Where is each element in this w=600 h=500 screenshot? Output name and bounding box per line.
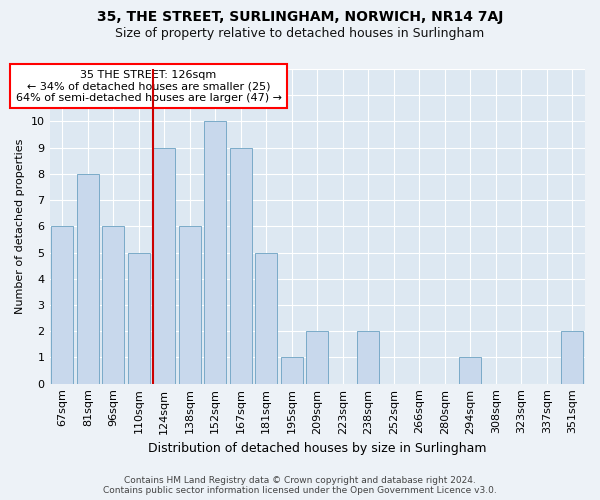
Bar [154,148,175,384]
Text: Size of property relative to detached houses in Surlingham: Size of property relative to detached ho… [115,28,485,40]
Y-axis label: Number of detached properties: Number of detached properties [15,138,25,314]
Text: 35, THE STREET, SURLINGHAM, NORWICH, NR14 7AJ: 35, THE STREET, SURLINGHAM, NORWICH, NR1… [97,10,503,24]
Bar [307,331,328,384]
Bar [103,226,124,384]
Bar [52,226,73,384]
Bar [205,122,226,384]
Text: 35 THE STREET: 126sqm
← 34% of detached houses are smaller (25)
64% of semi-deta: 35 THE STREET: 126sqm ← 34% of detached … [16,70,281,103]
Bar [562,331,583,384]
X-axis label: Distribution of detached houses by size in Surlingham: Distribution of detached houses by size … [148,442,487,455]
Bar [128,252,149,384]
Bar [179,226,200,384]
Text: Contains HM Land Registry data © Crown copyright and database right 2024.
Contai: Contains HM Land Registry data © Crown c… [103,476,497,495]
Bar [77,174,98,384]
Bar [281,358,302,384]
Bar [256,252,277,384]
Bar [230,148,251,384]
Bar [460,358,481,384]
Bar [358,331,379,384]
